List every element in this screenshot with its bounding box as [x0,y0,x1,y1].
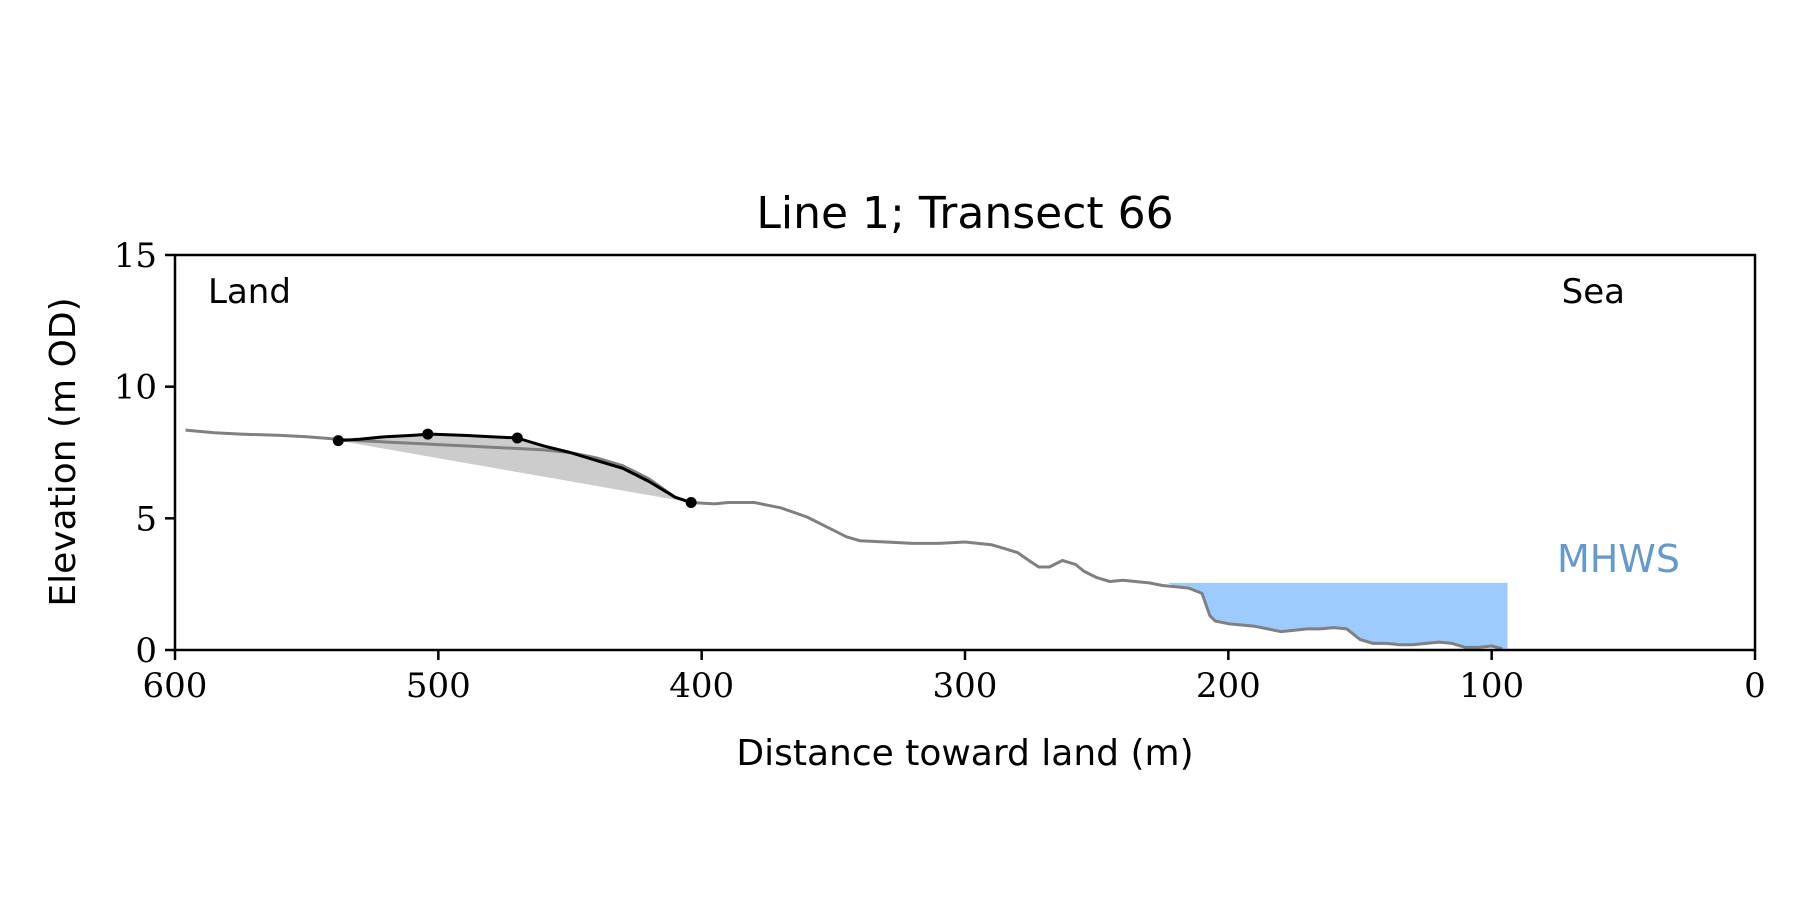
chart-title: Line 1; Transect 66 [756,188,1173,239]
x-axis-label: Distance toward land (m) [736,733,1193,774]
plot-layer [185,428,1508,651]
x-tick-label: 100 [1459,666,1524,706]
dune-point [332,435,344,447]
dune-point [422,428,434,440]
x-tick-label: 0 [1744,666,1766,706]
x-tick-label: 600 [143,666,208,706]
y-tick-label: 15 [114,236,157,276]
axis-layer: 600 500 400 300 200 100 0 0 5 10 15 [114,236,1766,706]
x-tick-label: 500 [406,666,471,706]
x-tick-label: 200 [1196,666,1261,706]
y-tick-label: 10 [114,368,157,408]
profile-line [185,428,1503,651]
sea-annotation: Sea [1562,272,1625,312]
mhws-annotation: MHWS [1557,537,1680,581]
y-axis-label: Elevation (m OD) [43,297,84,606]
y-tick-label: 0 [135,631,157,671]
x-tick-label: 400 [669,666,734,706]
dune-point [685,497,697,509]
x-tick-label: 300 [933,666,998,706]
land-annotation: Land [208,272,291,312]
y-tick-label: 5 [135,499,157,539]
mhws-water-fill [1167,582,1508,649]
dune-point [511,432,523,444]
dune-volume-fill [338,434,692,503]
dune-line [338,432,692,504]
